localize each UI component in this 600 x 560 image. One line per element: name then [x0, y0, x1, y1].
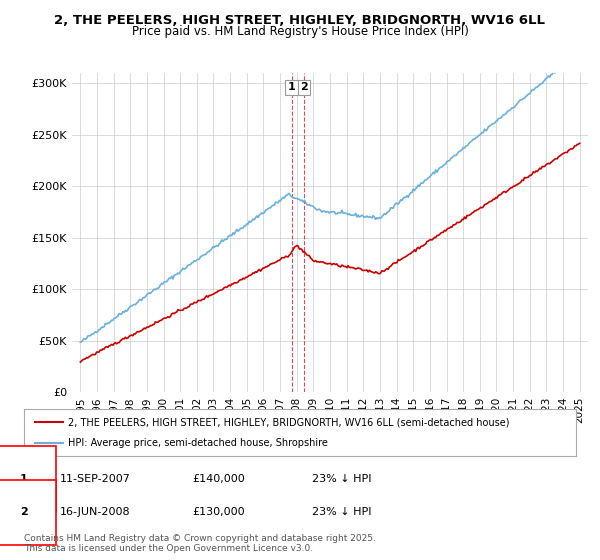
Text: 2, THE PEELERS, HIGH STREET, HIGHLEY, BRIDGNORTH, WV16 6LL (semi-detached house): 2, THE PEELERS, HIGH STREET, HIGHLEY, BR…: [68, 417, 509, 427]
Text: 1: 1: [287, 82, 295, 92]
Text: £140,000: £140,000: [192, 474, 245, 484]
Text: Contains HM Land Registry data © Crown copyright and database right 2025.
This d: Contains HM Land Registry data © Crown c…: [24, 534, 376, 553]
Text: Price paid vs. HM Land Registry's House Price Index (HPI): Price paid vs. HM Land Registry's House …: [131, 25, 469, 38]
Text: 2: 2: [301, 82, 308, 92]
Text: 2: 2: [20, 507, 28, 517]
Text: £130,000: £130,000: [192, 507, 245, 517]
Text: 11-SEP-2007: 11-SEP-2007: [60, 474, 131, 484]
Text: 16-JUN-2008: 16-JUN-2008: [60, 507, 131, 517]
Text: 1: 1: [20, 474, 28, 484]
Text: 23% ↓ HPI: 23% ↓ HPI: [312, 507, 371, 517]
Text: 2, THE PEELERS, HIGH STREET, HIGHLEY, BRIDGNORTH, WV16 6LL: 2, THE PEELERS, HIGH STREET, HIGHLEY, BR…: [55, 14, 545, 27]
Text: HPI: Average price, semi-detached house, Shropshire: HPI: Average price, semi-detached house,…: [68, 438, 328, 448]
Text: 23% ↓ HPI: 23% ↓ HPI: [312, 474, 371, 484]
